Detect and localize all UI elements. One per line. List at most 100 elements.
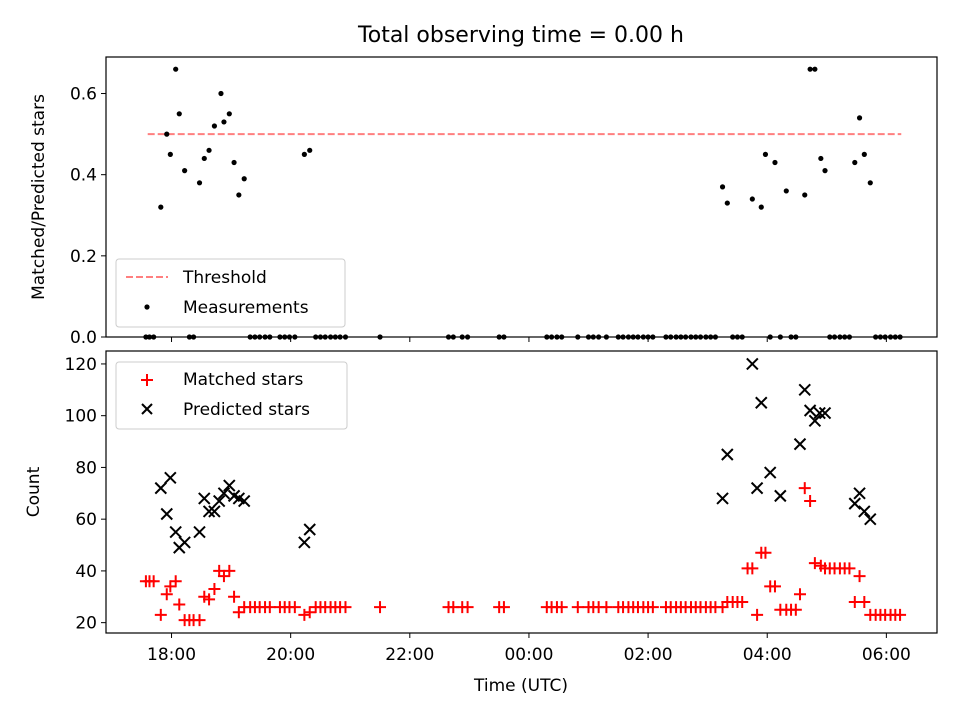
chart-title: Total observing time = 0.00 h (357, 23, 684, 48)
measurement-point (236, 192, 242, 198)
matched-legend-swatch (141, 374, 153, 386)
bottom-y-tick-label: 100 (65, 407, 97, 427)
top-legend: Threshold Measurements (115, 258, 346, 328)
predicted-star-point (202, 505, 216, 518)
top-y-tick-label: 0.0 (70, 328, 97, 348)
matched-star-point (223, 564, 236, 577)
predicted-star-point (198, 492, 211, 505)
predicted-star-point (298, 536, 311, 549)
predicted-star-point (160, 507, 173, 521)
bottom-x-axis: 18:00 20:00 22:00 00:00 02:00 04:00 06:00 (147, 633, 911, 665)
matched-star-point (555, 601, 568, 614)
measurement-point (211, 123, 218, 129)
bottom-plot-area (139, 357, 907, 627)
measurement-point (856, 115, 863, 121)
predicted-legend-label: Predicted stars (183, 400, 310, 420)
measurement-point (201, 155, 207, 162)
measurement-point (724, 200, 730, 206)
measurement-point (176, 111, 182, 117)
predicted-star-point (303, 523, 316, 536)
measurement-point (226, 111, 232, 117)
top-y-axis: 0.0 0.2 0.4 0.6 (70, 85, 106, 348)
top-y-axis-label: Matched/Predicted stars (29, 94, 49, 300)
matched-star-point (853, 570, 866, 583)
predicted-star-point (803, 404, 817, 417)
bottom-x-tick-label: 18:00 (147, 645, 196, 665)
matched-star-point (288, 601, 301, 614)
predicted-star-point (755, 396, 768, 409)
predicted-star-point (217, 487, 231, 500)
measurement-point (762, 151, 769, 157)
predicted-star-point (774, 489, 787, 503)
matched-star-point (600, 601, 613, 614)
bottom-y-tick-label: 60 (75, 510, 97, 530)
matched-star-point (751, 608, 764, 621)
bottom-y-tick-label: 120 (65, 355, 97, 375)
predicted-star-point (212, 494, 226, 508)
measurement-point (818, 155, 824, 162)
measurement-point (221, 119, 227, 125)
measurement-point (719, 184, 726, 190)
top-axes-frame (105, 56, 938, 338)
measurement-point (173, 66, 179, 72)
matched-star-point (193, 614, 206, 627)
bottom-x-tick-label: 20:00 (266, 645, 315, 665)
matched-star-point (804, 495, 817, 508)
matched-star-point (228, 590, 241, 603)
matched-star-point (339, 601, 352, 614)
bottom-y-axis-label: Count (24, 466, 44, 517)
predicted-star-point (154, 481, 168, 495)
predicted-star-point (169, 525, 182, 539)
matched-legend-label: Matched stars (183, 370, 303, 390)
bottom-x-axis-label: Time (UTC) (473, 676, 568, 696)
predicted-star-point (858, 505, 871, 518)
predicted-star-point (193, 525, 206, 539)
matched-star-point (208, 583, 221, 596)
matched-star-point (798, 482, 811, 495)
matched-star-point (768, 580, 781, 593)
predicted-star-point (208, 505, 221, 518)
matched-star-point (497, 601, 510, 614)
bottom-x-tick-label: 22:00 (385, 645, 434, 665)
threshold-legend-label: Threshold (182, 268, 267, 288)
matched-star-point (173, 598, 186, 611)
measurement-point (802, 192, 808, 198)
measurement-point (812, 66, 818, 72)
predicted-star-point (721, 448, 734, 461)
measurement-point (807, 66, 813, 72)
predicted-star-point (848, 497, 862, 510)
matched-star-point (169, 575, 182, 588)
measurement-point (196, 180, 203, 186)
matched-star-point (374, 601, 387, 614)
matched-star-point (858, 595, 871, 608)
measurements-legend-swatch (144, 304, 150, 310)
matched-star-point (571, 601, 584, 614)
bottom-y-tick-label: 20 (75, 614, 97, 634)
matched-star-point (164, 580, 177, 593)
matched-star-point (217, 570, 230, 583)
measurement-point (182, 168, 188, 174)
top-panel: Total observing time = 0.00 h 0.00.20.40… (29, 23, 938, 348)
matched-star-point (894, 608, 907, 621)
top-y-tick-label: 0.2 (70, 247, 97, 267)
measurement-point (167, 151, 173, 157)
predicted-star-point (237, 494, 251, 508)
predicted-star-point (864, 512, 877, 526)
top-legend-frame (115, 258, 346, 328)
measurements-legend-label: Measurements (183, 298, 309, 318)
matched-star-point (147, 575, 160, 588)
measurement-point (231, 159, 237, 166)
matched-star-point (298, 608, 311, 621)
predicted-legend-swatch (141, 403, 153, 415)
measurement-point (158, 204, 164, 210)
top-x-axis-ticks (171, 337, 887, 342)
predicted-star-point (808, 414, 822, 428)
predicted-star-point (763, 466, 777, 479)
matched-star-point (303, 606, 316, 619)
predicted-star-point (798, 383, 811, 397)
measurement-point (206, 147, 212, 153)
measurement-point (749, 196, 755, 202)
measurement-point (758, 204, 764, 210)
matched-star-point (736, 595, 749, 608)
